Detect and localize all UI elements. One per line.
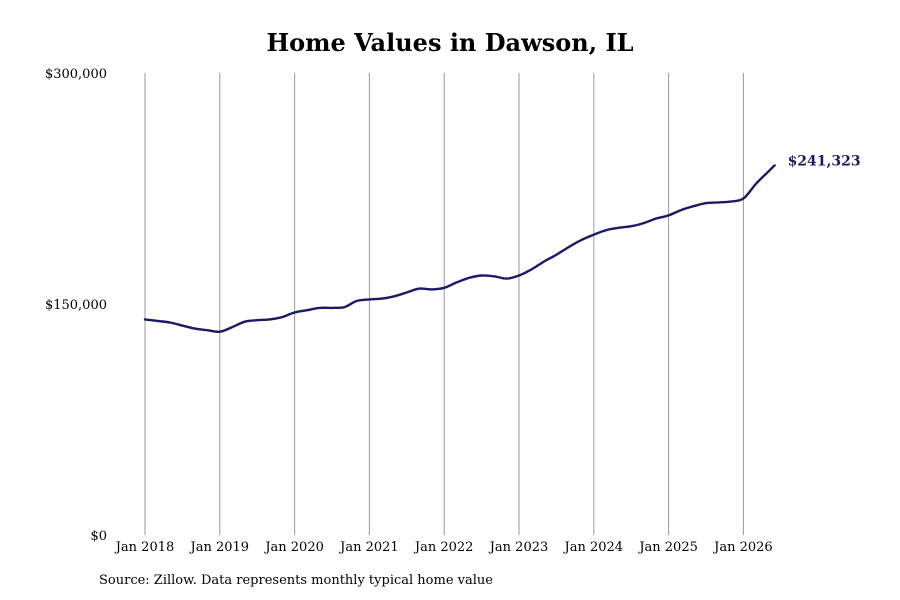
- x-tick-label: Jan 2025: [637, 540, 698, 555]
- series-line: [143, 164, 776, 333]
- x-tick-label: Jan 2019: [189, 540, 250, 555]
- x-tick-label: Jan 2026: [712, 540, 773, 555]
- x-axis-ticks: Jan 2018 Jan 2019 Jan 2020 Jan 2021 Jan 2022…: [114, 540, 773, 555]
- source-note: Source: Zillow. Data represents monthly …: [99, 573, 493, 588]
- y-tick-label: $0: [90, 529, 107, 544]
- y-axis-ticks: $300,000 $150,000 $0: [45, 67, 107, 544]
- x-tick-label: Jan 2024: [563, 540, 624, 555]
- x-tick-label: Jan 2021: [338, 540, 399, 555]
- x-tick-label: Jan 2023: [488, 540, 549, 555]
- end-value-label: $241,323: [788, 153, 861, 169]
- x-tick-label: Jan 2018: [114, 540, 175, 555]
- y-tick-label: $150,000: [45, 298, 107, 313]
- gridlines: [144, 73, 744, 535]
- y-tick-label: $300,000: [45, 67, 107, 82]
- chart-title: Home Values in Dawson, IL: [266, 28, 634, 57]
- x-tick-label: Jan 2020: [263, 540, 324, 555]
- x-tick-label: Jan 2022: [413, 540, 474, 555]
